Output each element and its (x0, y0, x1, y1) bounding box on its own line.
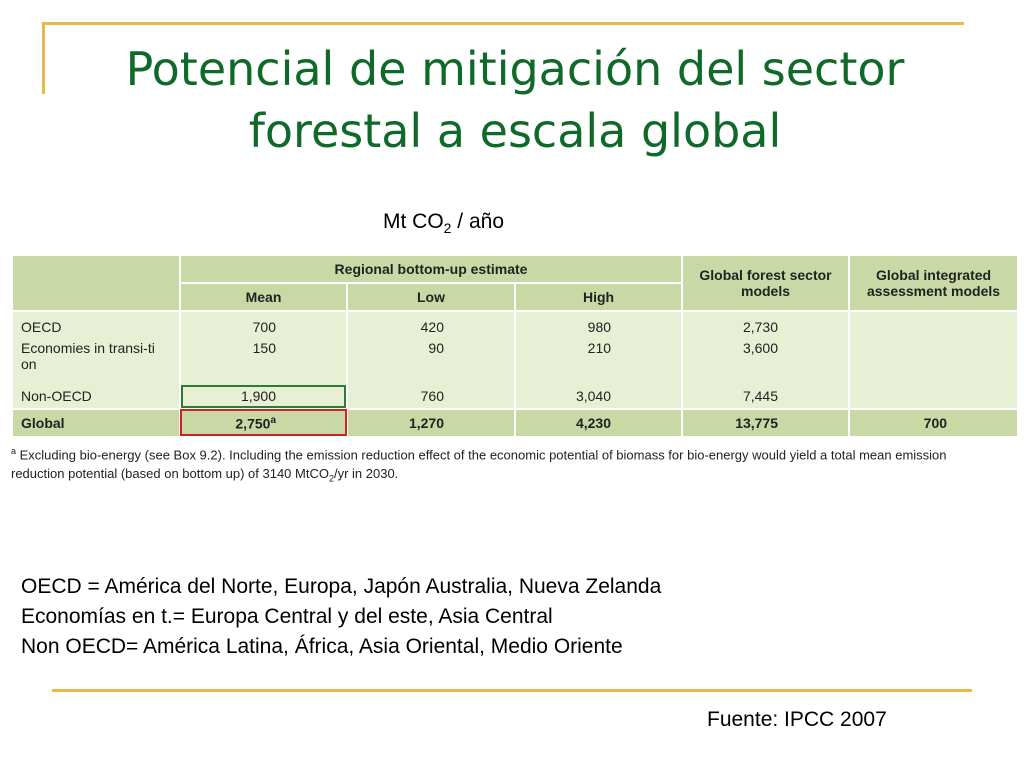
cell-integrated (848, 384, 1020, 409)
cell-forest: 2,730 (681, 311, 851, 340)
note-transition: Economías en t.= Europa Central y del es… (21, 605, 553, 628)
slide-title: Potencial de mitigación del sector fores… (125, 42, 905, 158)
table-header-row-2: Mean Low High (12, 282, 1018, 312)
header-empty-cell (11, 254, 181, 312)
source-citation: Fuente: IPCC 2007 (707, 708, 887, 731)
bottom-accent-line (52, 689, 972, 692)
cell-forest: 3,600 (681, 340, 851, 384)
header-mean: Mean (179, 282, 348, 312)
units-label: Mt CO2 / año (383, 210, 504, 236)
row-label: Non-OECD (11, 384, 181, 409)
table-header-row-1: Regional bottom-up estimate Global fores… (11, 254, 1020, 312)
units-suffix: / año (451, 210, 505, 233)
cell-high: 3,040 (513, 384, 684, 409)
cell-mean: 150 (179, 340, 348, 384)
table-footnote: a Excluding bio-energy (see Box 9.2). In… (11, 442, 1011, 489)
footnote-line-2a: reduction potential (based on bottom up)… (11, 466, 329, 482)
header-regional-group: Regional bottom-up estimate (178, 254, 684, 284)
mitigation-table-container: Regional bottom-up estimate Global fores… (11, 254, 1020, 436)
header-low: Low (346, 282, 516, 312)
cell-low: 420 (346, 311, 516, 340)
row-label: Economies in transi-tion (11, 340, 181, 384)
footnote-line-1: Excluding bio-energy (see Box 9.2). Incl… (16, 447, 947, 463)
cell-integrated (848, 340, 1020, 384)
footnote-marker: a (11, 446, 17, 456)
note-oecd: OECD = América del Norte, Europa, Japón … (21, 575, 662, 598)
cell-integrated (848, 311, 1020, 340)
header-high: High (513, 282, 684, 312)
table-row: OECD 700 420 980 2,730 (11, 311, 1020, 340)
cell-high: 4,230 (513, 408, 684, 436)
region-notes: OECD = América del Norte, Europa, Japón … (21, 572, 661, 662)
left-accent-line (42, 22, 45, 94)
row-label: Global (11, 408, 181, 436)
table-row: Non-OECD 1,900 760 3,040 7,445 (11, 384, 1020, 409)
cell-high: 980 (513, 311, 684, 340)
cell-low: 760 (346, 384, 516, 409)
top-accent-line (42, 22, 964, 25)
cell-low: 1,270 (346, 408, 516, 436)
note-non-oecd: Non OECD= América Latina, África, Asia O… (21, 635, 623, 658)
footnote-ref: a (270, 414, 276, 426)
cell-forest: 7,445 (681, 384, 851, 409)
table-row-total: Global 2,750a 1,270 4,230 13,775 700 (11, 408, 1020, 436)
header-forest-models: Global forest sector models (681, 254, 851, 312)
table-row: Economies in transi-tion 150 90 210 3,60… (11, 340, 1020, 384)
cell-integrated: 700 (848, 408, 1020, 436)
footnote-subscript: 2 (328, 473, 334, 484)
row-label: OECD (11, 311, 181, 340)
cell-mean-highlighted: 2,750a (179, 408, 348, 436)
cell-mean-value: 2,750 (235, 415, 271, 432)
units-prefix: Mt CO (383, 210, 444, 233)
cell-mean-highlighted: 1,900 (179, 384, 348, 409)
cell-forest: 13,775 (681, 408, 851, 436)
cell-high: 210 (513, 340, 684, 384)
units-subscript: 2 (443, 220, 452, 237)
header-integrated-models: Global integrated assessment models (848, 254, 1020, 312)
footnote-line-2b: /yr in 2030. (333, 466, 399, 482)
cell-low: 90 (346, 340, 516, 384)
cell-mean: 700 (179, 311, 348, 340)
mitigation-table: Regional bottom-up estimate Global fores… (11, 254, 1020, 436)
